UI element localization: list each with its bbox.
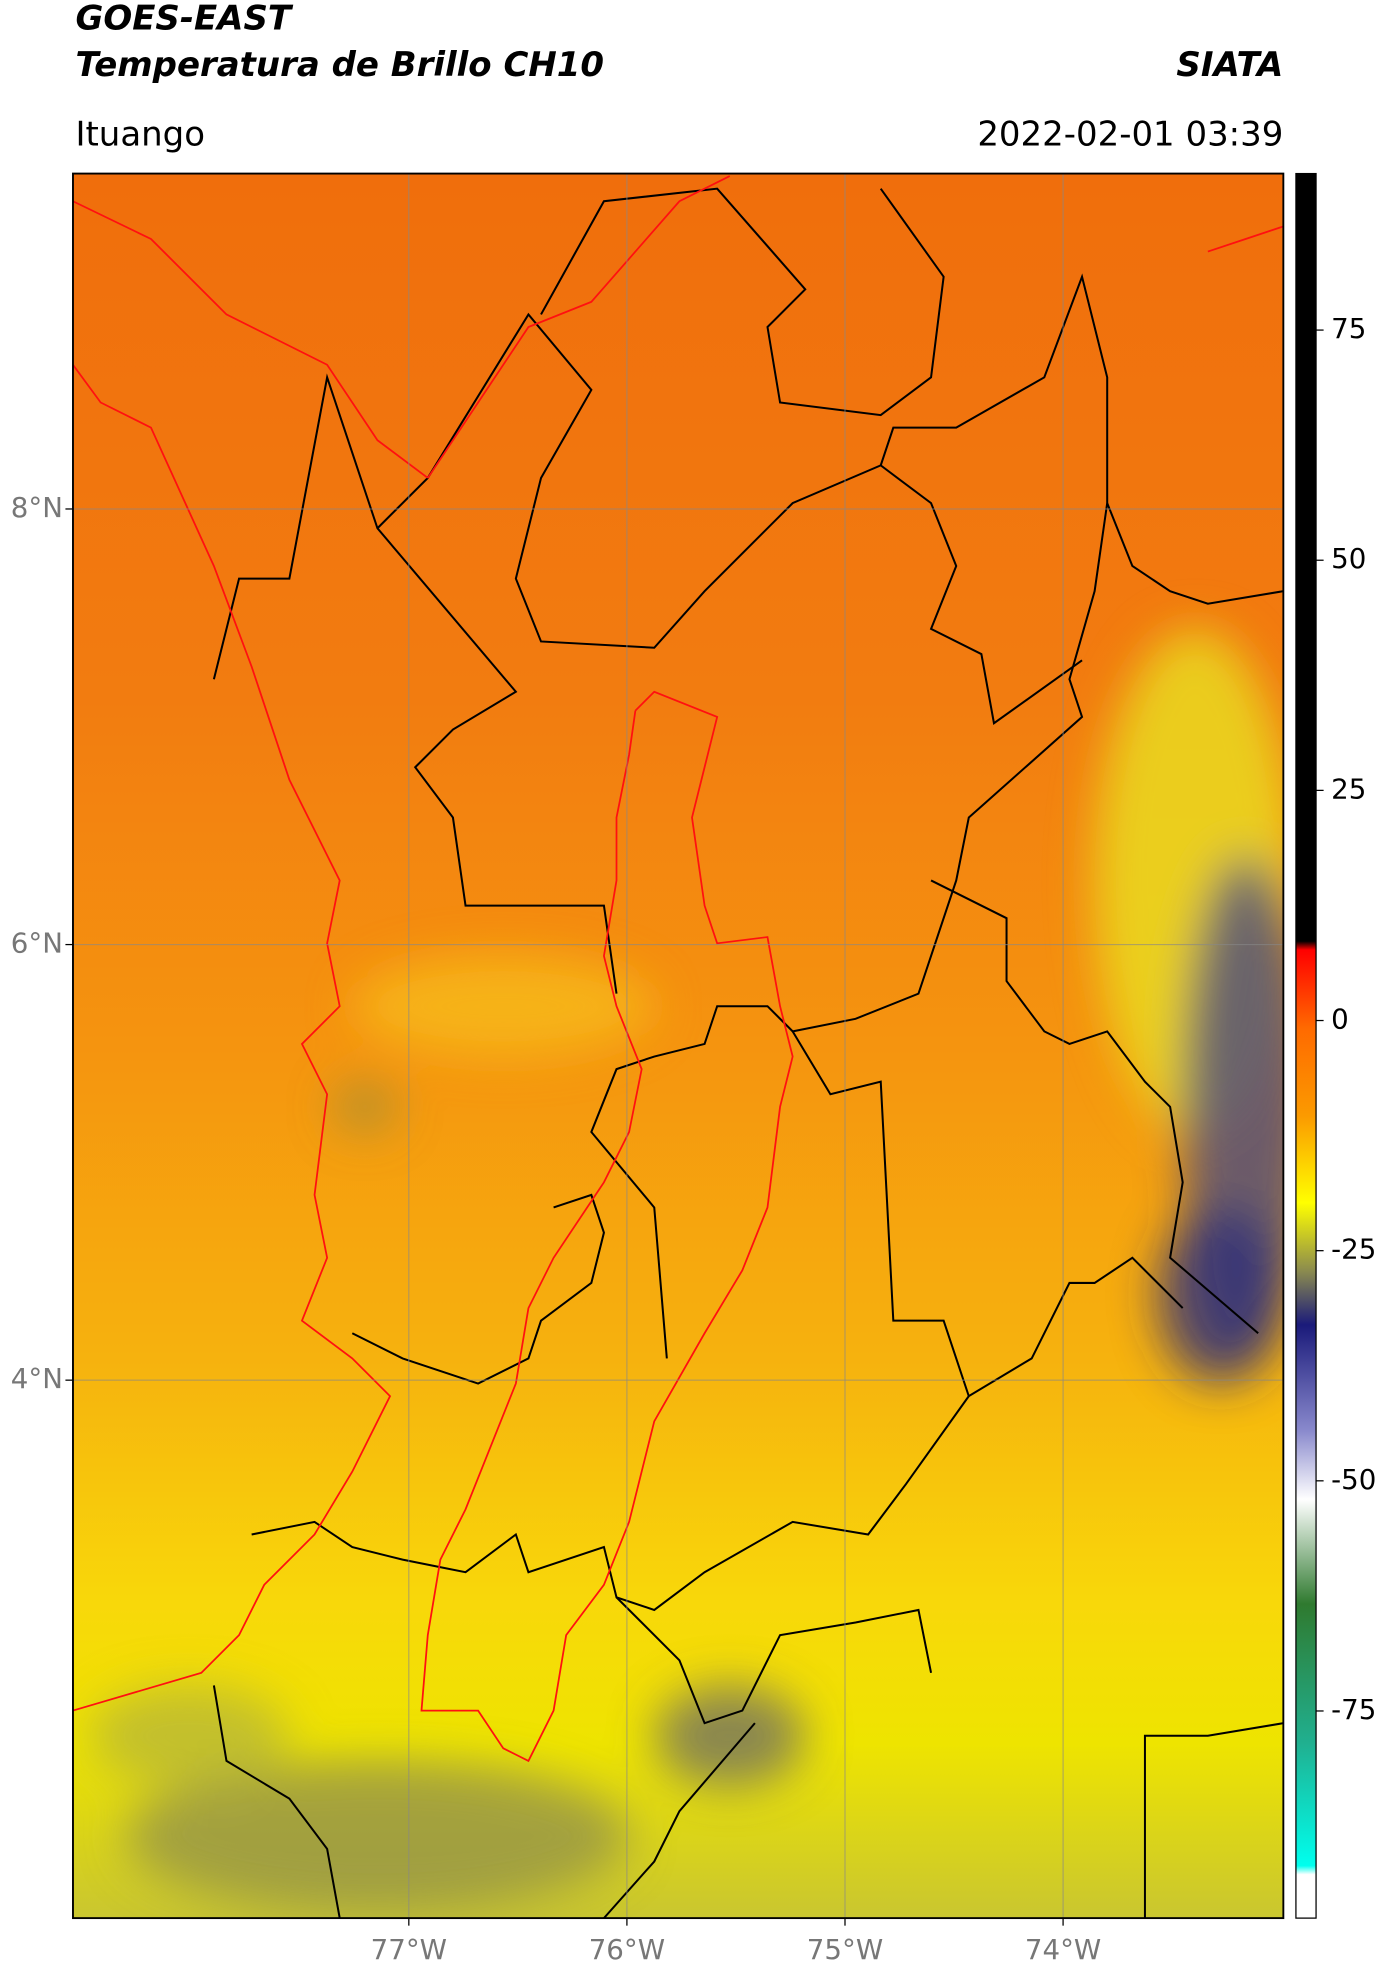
colorbar-tick-label: 0: [1331, 1003, 1349, 1036]
colorbar-tick-label: -50: [1331, 1463, 1376, 1496]
colorbar-tick-label: -25: [1331, 1233, 1376, 1266]
admin-borders: [212, 187, 1284, 1919]
colorbar: [1295, 172, 1317, 1919]
map-area: [72, 173, 1284, 1919]
x-tick-label: 77°W: [371, 1933, 447, 1966]
title: GOES-EAST: [75, 0, 293, 39]
region: Ituango: [75, 114, 205, 154]
subtitle: Temperatura de Brillo CH10: [75, 45, 604, 85]
y-tick-label: 4°N: [11, 1362, 63, 1395]
grid: [72, 173, 1284, 1919]
colorbar-tick-label: 25: [1331, 772, 1366, 805]
x-tick-label: 74°W: [1025, 1933, 1101, 1966]
source: SIATA: [1176, 45, 1283, 85]
colorbar-tick-label: -75: [1331, 1693, 1376, 1726]
coastline-and-basin: [72, 175, 1284, 1763]
temperature-field: [72, 173, 1284, 1919]
y-tick-label: 8°N: [11, 491, 63, 524]
cloud-features: [88, 628, 1284, 1912]
timestamp: 2022-02-01 03:39: [977, 114, 1283, 154]
x-tick-label: 75°W: [807, 1933, 883, 1966]
colorbar-tick-label: 50: [1331, 542, 1366, 575]
colorbar-tick-label: 75: [1331, 312, 1366, 345]
x-tick-label: 76°W: [589, 1933, 665, 1966]
y-tick-label: 6°N: [11, 927, 63, 960]
map-frame: [72, 172, 1285, 1920]
